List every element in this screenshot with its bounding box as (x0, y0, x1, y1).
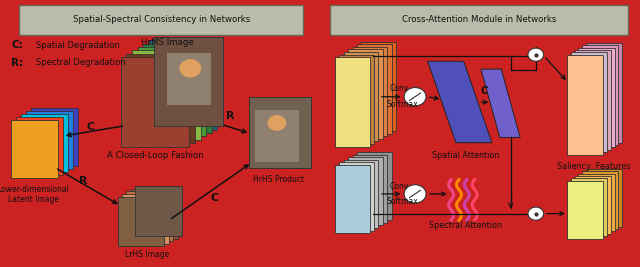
Circle shape (528, 207, 543, 220)
Bar (122, 194, 169, 244)
Circle shape (179, 59, 201, 77)
Bar (571, 52, 607, 152)
Bar (567, 55, 604, 155)
Circle shape (404, 88, 426, 106)
Bar (335, 165, 370, 233)
Bar (586, 43, 622, 143)
Text: C: C (480, 87, 488, 96)
Bar (121, 57, 189, 147)
Bar (344, 160, 378, 228)
Bar (255, 110, 299, 162)
Text: Cross-Attention Module in Networks: Cross-Attention Module in Networks (402, 15, 557, 24)
Text: Spatial Degradation: Spatial Degradation (36, 41, 120, 50)
Text: R:: R: (12, 58, 24, 68)
Text: Conv: Conv (390, 84, 409, 93)
Bar (154, 37, 223, 126)
Bar (362, 42, 396, 131)
Bar (579, 48, 614, 147)
Bar (21, 114, 68, 172)
Bar (575, 50, 611, 150)
Bar (357, 44, 392, 134)
Bar (131, 189, 177, 239)
Text: Conv: Conv (390, 182, 409, 191)
FancyBboxPatch shape (330, 5, 628, 35)
Bar (353, 155, 387, 223)
Bar (344, 52, 378, 142)
Text: C:: C: (12, 41, 23, 50)
Bar (339, 55, 374, 144)
Text: Spectral Attention: Spectral Attention (429, 222, 502, 230)
Bar (118, 197, 164, 246)
Text: Softmax: Softmax (387, 100, 419, 109)
Bar (586, 169, 622, 227)
Bar (339, 162, 374, 231)
Text: R: R (79, 176, 88, 186)
Bar (582, 171, 618, 229)
Bar (148, 40, 218, 129)
Bar (135, 186, 182, 236)
Circle shape (268, 115, 286, 131)
Polygon shape (481, 69, 520, 138)
Bar (126, 191, 173, 241)
Text: C: C (87, 122, 95, 132)
Bar (335, 57, 370, 147)
Text: Spectral Degradation: Spectral Degradation (36, 58, 126, 67)
Text: A Closed-Loop Fashion: A Closed-Loop Fashion (107, 151, 204, 160)
Bar (249, 97, 311, 168)
Bar (571, 178, 607, 236)
Text: HrMS Image: HrMS Image (141, 38, 194, 47)
Circle shape (404, 185, 426, 203)
Text: Latent Image: Latent Image (8, 195, 59, 204)
Text: LrHS Image: LrHS Image (125, 250, 170, 259)
Bar (582, 45, 618, 145)
Text: Saliency  Features: Saliency Features (557, 162, 630, 171)
Bar (12, 120, 58, 178)
Bar (126, 54, 195, 143)
Bar (579, 174, 614, 231)
Bar (17, 117, 63, 175)
Polygon shape (428, 61, 492, 143)
Bar (138, 47, 206, 136)
Bar (575, 176, 611, 234)
Bar (154, 37, 223, 126)
Text: Lower-dimensional: Lower-dimensional (0, 186, 69, 194)
Text: C: C (211, 193, 219, 203)
Bar (357, 152, 392, 220)
Bar (167, 53, 211, 105)
Bar (135, 186, 182, 236)
Bar (31, 108, 78, 166)
Bar (143, 44, 212, 133)
Text: Spatial-Spectral Consistency in Networks: Spatial-Spectral Consistency in Networks (73, 15, 250, 24)
Text: HrHS Product: HrHS Product (253, 175, 304, 184)
Bar (348, 157, 383, 225)
Bar (26, 111, 73, 169)
Circle shape (528, 48, 543, 61)
Bar (348, 49, 383, 139)
Text: R: R (226, 111, 234, 121)
FancyBboxPatch shape (19, 5, 303, 35)
Bar (567, 181, 604, 239)
Bar (132, 50, 200, 140)
Text: Softmax: Softmax (387, 197, 419, 206)
Text: Spatial Attention: Spatial Attention (431, 151, 499, 160)
Bar (353, 47, 387, 136)
